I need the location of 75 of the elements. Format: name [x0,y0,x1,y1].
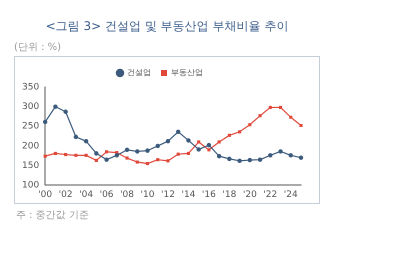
x-tick-label: '02 [58,190,73,200]
point [186,152,190,155]
point [196,147,201,152]
point [94,158,98,162]
point [53,104,58,109]
point [104,157,109,162]
point [228,134,231,137]
point [74,154,78,157]
point [63,110,68,114]
point [145,148,150,153]
point [237,158,242,164]
point [216,154,222,158]
point [54,152,57,155]
point [146,162,150,166]
legend-label: 건설업 [127,68,151,78]
legend-label: 부동산업 [171,68,203,78]
x-tick-label: '22 [263,190,278,200]
point [44,154,47,158]
y-axis-title: (단위 : %) [14,41,62,54]
point [176,130,180,134]
point [207,148,210,152]
x-tick-label: '24 [284,190,298,200]
point [248,158,252,162]
point [227,156,232,162]
point [278,106,282,109]
point [156,158,160,162]
point [74,134,78,140]
point [124,148,130,152]
point [248,123,252,126]
point [288,153,293,158]
point [299,124,303,128]
point [289,116,292,119]
point [218,140,221,144]
point [166,159,170,162]
point [114,153,120,158]
y-tick-label: 250 [22,122,40,132]
x-tick-label: '18 [222,190,237,200]
x-tick-label: '06 [100,190,114,200]
x-tick-label: '10 [140,190,155,200]
x-tick-label: '08 [120,190,134,200]
point [268,106,272,109]
x-tick-label: '00 [38,190,52,200]
x-tick-label: '12 [161,190,175,200]
text: 주 : 중간값 기준 [16,209,89,222]
point [298,156,304,160]
point [105,150,108,154]
point [125,156,129,160]
x-tick-label: '16 [202,190,216,200]
point [238,130,242,134]
point [84,139,88,144]
point [135,149,140,154]
x-tick-label: '14 [181,190,196,200]
point [278,149,283,154]
point [64,153,68,156]
point [42,120,48,124]
point [84,154,88,157]
point [186,138,191,143]
x-tick-label: '20 [242,190,258,200]
point [176,152,180,156]
point [268,153,272,158]
point [156,144,160,148]
y-tick-label: 350 [22,82,40,92]
y-tick-label: 300 [22,102,40,112]
point [166,139,170,144]
point [258,157,262,162]
chart-title: <그림 3> 건설업 및 부동산업 부채비율 추이 [44,18,290,35]
point [94,151,99,156]
y-tick-label: 200 [22,141,40,152]
x-tick-label: '04 [79,190,94,200]
point [197,140,200,144]
point [206,142,212,148]
point [136,160,139,164]
y-tick-label: 150 [22,160,40,171]
point [258,114,262,118]
y-tick-label: 100 [22,180,40,191]
